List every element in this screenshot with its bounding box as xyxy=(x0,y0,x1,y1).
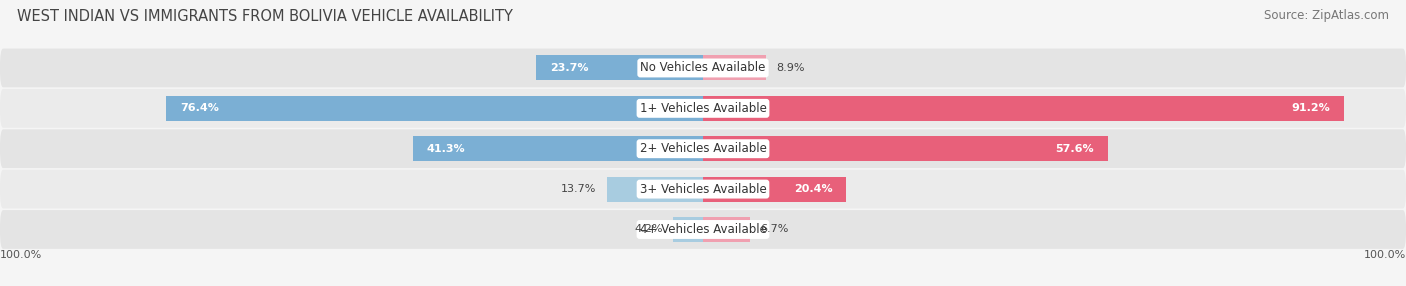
Text: 3+ Vehicles Available: 3+ Vehicles Available xyxy=(640,182,766,196)
Text: 13.7%: 13.7% xyxy=(561,184,596,194)
FancyBboxPatch shape xyxy=(0,170,1406,208)
Text: WEST INDIAN VS IMMIGRANTS FROM BOLIVIA VEHICLE AVAILABILITY: WEST INDIAN VS IMMIGRANTS FROM BOLIVIA V… xyxy=(17,9,513,23)
Bar xyxy=(703,217,751,242)
Bar xyxy=(703,55,765,80)
Text: No Vehicles Available: No Vehicles Available xyxy=(640,61,766,74)
Text: 41.3%: 41.3% xyxy=(427,144,465,154)
FancyBboxPatch shape xyxy=(0,129,1406,168)
Bar xyxy=(673,217,703,242)
Bar xyxy=(537,55,703,80)
Text: 8.9%: 8.9% xyxy=(776,63,804,73)
Text: 23.7%: 23.7% xyxy=(551,63,589,73)
Text: 100.0%: 100.0% xyxy=(1364,251,1406,261)
FancyBboxPatch shape xyxy=(0,89,1406,128)
Text: 100.0%: 100.0% xyxy=(0,251,42,261)
Bar xyxy=(703,176,846,202)
Text: 2+ Vehicles Available: 2+ Vehicles Available xyxy=(640,142,766,155)
Bar xyxy=(413,136,703,161)
Text: 57.6%: 57.6% xyxy=(1056,144,1094,154)
Text: 20.4%: 20.4% xyxy=(794,184,832,194)
Text: 6.7%: 6.7% xyxy=(761,225,789,235)
Bar xyxy=(703,136,1108,161)
FancyBboxPatch shape xyxy=(0,210,1406,249)
Text: 4+ Vehicles Available: 4+ Vehicles Available xyxy=(640,223,766,236)
Text: 1+ Vehicles Available: 1+ Vehicles Available xyxy=(640,102,766,115)
Text: 76.4%: 76.4% xyxy=(180,103,219,113)
Bar xyxy=(166,96,703,121)
Text: Source: ZipAtlas.com: Source: ZipAtlas.com xyxy=(1264,9,1389,21)
Text: 91.2%: 91.2% xyxy=(1291,103,1330,113)
Text: 4.2%: 4.2% xyxy=(634,225,664,235)
FancyBboxPatch shape xyxy=(0,49,1406,87)
Bar xyxy=(703,96,1344,121)
Bar xyxy=(607,176,703,202)
